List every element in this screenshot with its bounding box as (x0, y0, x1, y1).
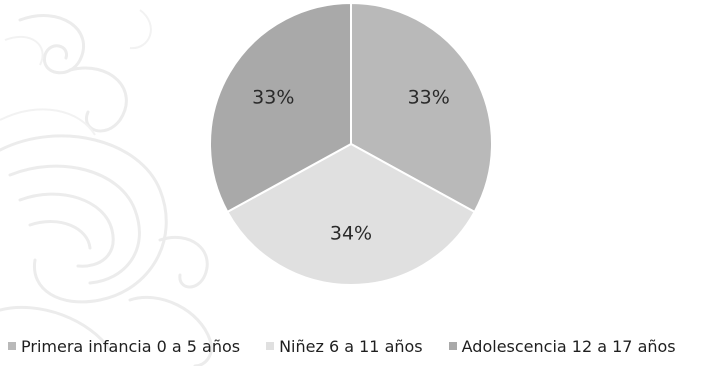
legend-swatch-1 (8, 342, 16, 350)
legend-item-1: Primera infancia 0 a 5 años (8, 337, 240, 356)
pie-chart: 33% 34% 33% (209, 1, 493, 286)
slice-data-label-2: 34% (330, 223, 372, 245)
legend-item-3: Adolescencia 12 a 17 años (448, 336, 676, 356)
pie-slice-1 (350, 1, 493, 214)
slice-data-label-1: 33% (408, 87, 450, 109)
legend-swatch-2 (266, 342, 275, 350)
legend-label-1: Primera infancia 0 a 5 años (21, 336, 241, 356)
pie-slice-3 (209, 1, 352, 214)
legend: Primera infancia 0 a 5 años Niñez 6 a 11 … (0, 331, 707, 361)
pie-slice-2 (226, 142, 476, 286)
slice-data-label-3: 33% (252, 87, 294, 109)
legend-label-2: Niñez 6 a 11 años (279, 336, 423, 356)
legend-item-2: Niñez 6 a 11 años (266, 337, 423, 356)
legend-swatch-3 (448, 342, 457, 350)
decorative-scroll-watermark (0, 9, 213, 366)
legend-label-3: Adolescencia 12 a 17 años (461, 336, 676, 356)
